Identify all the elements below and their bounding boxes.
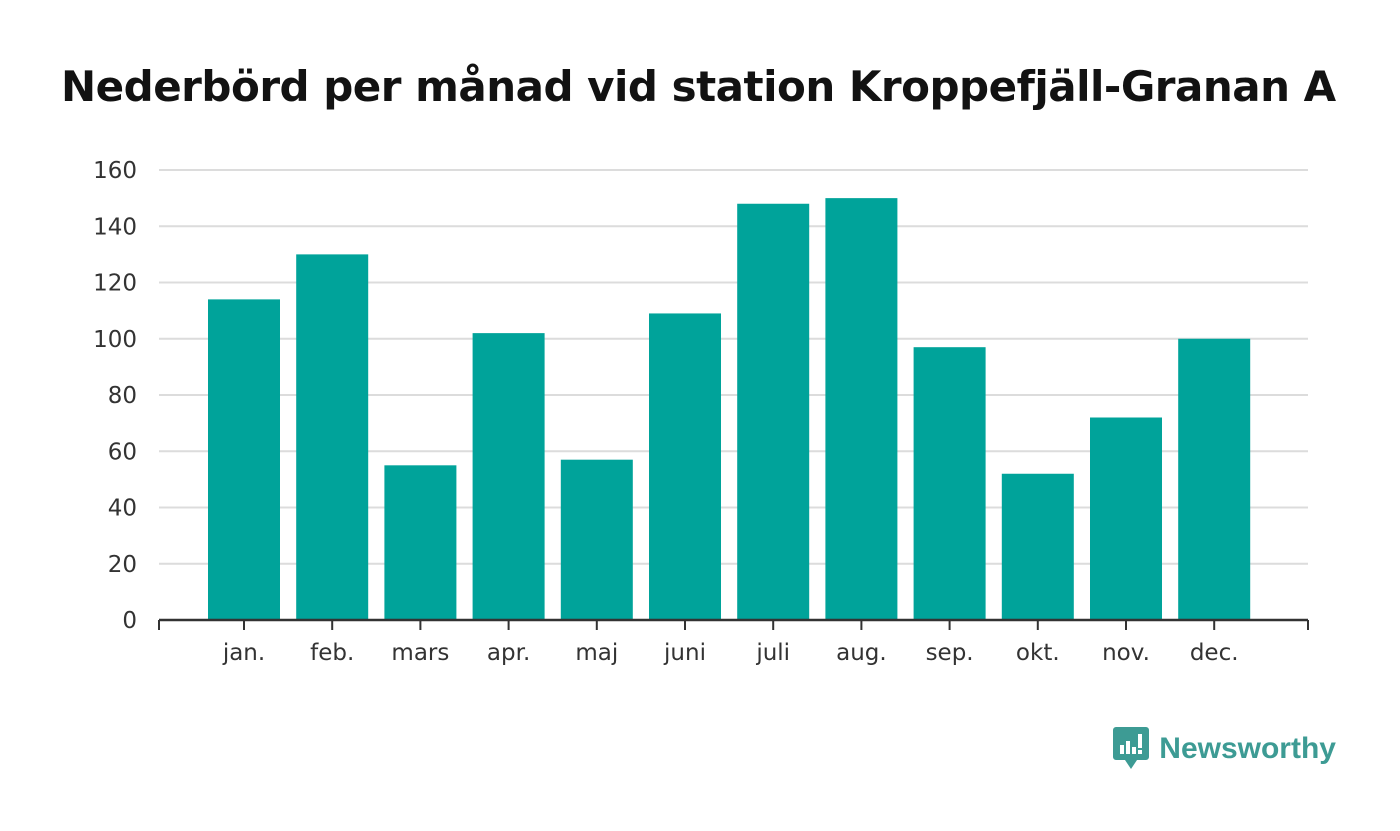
x-tick-label: mars bbox=[391, 640, 449, 666]
bar bbox=[472, 333, 545, 620]
x-tick-label: sep. bbox=[926, 640, 974, 666]
y-tick-label: 160 bbox=[93, 158, 137, 184]
x-tick-label: apr. bbox=[487, 640, 530, 666]
bar bbox=[737, 203, 810, 620]
y-tick-label: 100 bbox=[93, 327, 137, 353]
bar bbox=[913, 347, 986, 620]
y-tick-label: 60 bbox=[108, 439, 137, 465]
bar bbox=[1001, 473, 1074, 620]
x-tick-label: aug. bbox=[836, 640, 887, 666]
bar bbox=[384, 465, 457, 620]
bar bbox=[1178, 338, 1251, 620]
newsworthy-logo-icon bbox=[1113, 727, 1150, 769]
brand-name: Newsworthy bbox=[1159, 732, 1336, 765]
chart-title: Nederbörd per månad vid station Kroppefj… bbox=[61, 62, 1336, 111]
y-tick-label: 120 bbox=[93, 271, 137, 297]
y-tick-label: 140 bbox=[93, 214, 137, 240]
y-tick-label: 80 bbox=[108, 383, 137, 409]
bars bbox=[208, 198, 1251, 620]
bar bbox=[1090, 417, 1162, 620]
y-tick-label: 0 bbox=[122, 608, 137, 634]
x-tick-label: maj bbox=[575, 640, 618, 666]
x-tick-label: juli bbox=[755, 640, 790, 666]
x-tick-label: feb. bbox=[310, 640, 354, 666]
y-tick-labels: 0 20 40 60 80 100 120 140 160 bbox=[93, 158, 137, 634]
bar bbox=[825, 198, 898, 620]
y-tick-label: 20 bbox=[108, 552, 137, 578]
bar bbox=[649, 313, 721, 620]
brand: Newsworthy bbox=[1113, 727, 1336, 771]
bar bbox=[560, 459, 633, 620]
axes bbox=[158, 618, 1309, 630]
x-tick-label: nov. bbox=[1102, 640, 1150, 666]
x-tick-label: okt. bbox=[1016, 640, 1060, 666]
bar bbox=[208, 299, 280, 620]
x-tick-label: juni bbox=[663, 640, 706, 666]
y-tick-label: 40 bbox=[108, 496, 137, 522]
x-tick-label: jan. bbox=[222, 640, 265, 666]
x-tick-labels: jan. feb. mars apr. maj juni juli aug. sep. okt. n… bbox=[222, 640, 1239, 666]
bar bbox=[296, 254, 369, 620]
x-tick-label: dec. bbox=[1190, 640, 1239, 666]
